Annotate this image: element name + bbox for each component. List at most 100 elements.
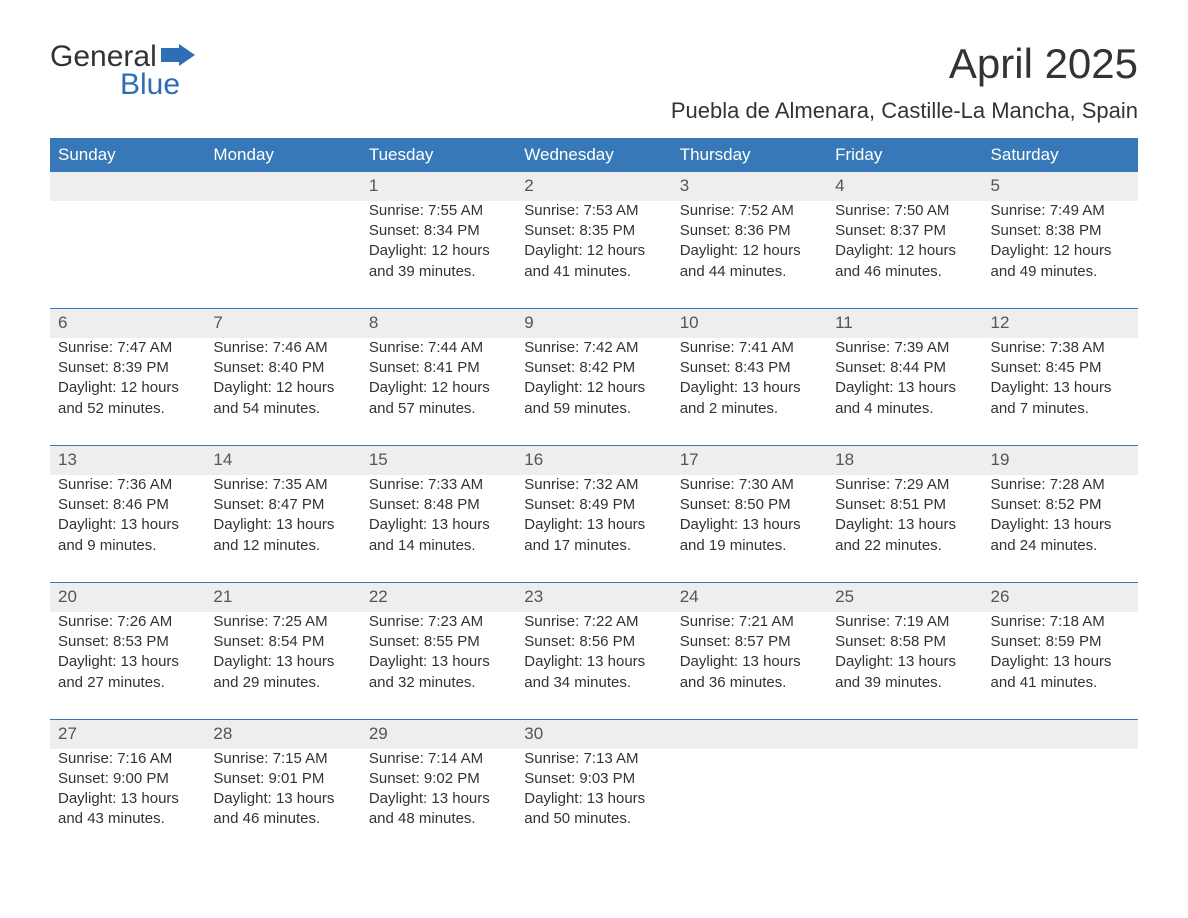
- sunrise-value: 7:52 AM: [739, 202, 794, 219]
- daylight-line: Daylight: 13 hours and 41 minutes.: [991, 652, 1130, 693]
- sunset-value: 8:53 PM: [113, 633, 169, 650]
- daylight-label: Daylight:: [524, 653, 587, 670]
- day-cell: Sunrise: 7:39 AMSunset: 8:44 PMDaylight:…: [827, 338, 982, 445]
- sunrise-label: Sunrise:: [680, 202, 739, 219]
- sunset-value: 8:52 PM: [1046, 496, 1102, 513]
- sunset-value: 8:57 PM: [735, 633, 791, 650]
- sunrise-value: 7:36 AM: [117, 476, 172, 493]
- sunset-line: Sunset: 8:58 PM: [835, 632, 974, 652]
- sunset-line: Sunset: 9:01 PM: [213, 769, 352, 789]
- sunrise-value: 7:15 AM: [273, 750, 328, 767]
- sunrise-value: 7:30 AM: [739, 476, 794, 493]
- sunset-label: Sunset:: [524, 633, 579, 650]
- sunrise-line: Sunrise: 7:39 AM: [835, 338, 974, 358]
- page-subtitle: Puebla de Almenara, Castille-La Mancha, …: [671, 98, 1138, 124]
- day-number: 20: [50, 583, 205, 612]
- day-number: 15: [361, 446, 516, 475]
- day-number: 4: [827, 172, 982, 201]
- sunrise-label: Sunrise:: [58, 339, 117, 356]
- day-number: [50, 172, 205, 201]
- daylight-label: Daylight:: [991, 516, 1054, 533]
- sunset-line: Sunset: 8:43 PM: [680, 358, 819, 378]
- sunrise-value: 7:42 AM: [583, 339, 638, 356]
- day-cell: Sunrise: 7:55 AMSunset: 8:34 PMDaylight:…: [361, 201, 516, 308]
- day-cell: Sunrise: 7:44 AMSunset: 8:41 PMDaylight:…: [361, 338, 516, 445]
- day-number: 10: [672, 309, 827, 338]
- day-cell: Sunrise: 7:50 AMSunset: 8:37 PMDaylight:…: [827, 201, 982, 308]
- day-cell: Sunrise: 7:19 AMSunset: 8:58 PMDaylight:…: [827, 612, 982, 719]
- daylight-label: Daylight:: [58, 790, 121, 807]
- daylight-label: Daylight:: [835, 379, 898, 396]
- day-number: [205, 172, 360, 201]
- day-content-row: Sunrise: 7:55 AMSunset: 8:34 PMDaylight:…: [50, 201, 1138, 308]
- sunset-label: Sunset:: [991, 222, 1046, 239]
- sunset-line: Sunset: 8:38 PM: [991, 221, 1130, 241]
- day-number: 3: [672, 172, 827, 201]
- sunset-value: 8:50 PM: [735, 496, 791, 513]
- sunrise-label: Sunrise:: [524, 613, 583, 630]
- sunrise-label: Sunrise:: [58, 476, 117, 493]
- sunrise-line: Sunrise: 7:19 AM: [835, 612, 974, 632]
- sunset-value: 8:40 PM: [268, 359, 324, 376]
- sunset-label: Sunset:: [58, 359, 113, 376]
- daylight-line: Daylight: 12 hours and 49 minutes.: [991, 241, 1130, 282]
- sunrise-label: Sunrise:: [524, 750, 583, 767]
- sunset-line: Sunset: 8:48 PM: [369, 495, 508, 515]
- sunrise-value: 7:18 AM: [1050, 613, 1105, 630]
- header: General Blue April 2025 Puebla de Almena…: [50, 40, 1138, 124]
- day-cell: Sunrise: 7:49 AMSunset: 8:38 PMDaylight:…: [983, 201, 1138, 308]
- daylight-line: Daylight: 13 hours and 50 minutes.: [524, 789, 663, 830]
- sunrise-line: Sunrise: 7:14 AM: [369, 749, 508, 769]
- sunrise-label: Sunrise:: [991, 476, 1050, 493]
- sunset-value: 8:47 PM: [268, 496, 324, 513]
- day-number: 17: [672, 446, 827, 475]
- sunset-line: Sunset: 8:35 PM: [524, 221, 663, 241]
- sunrise-line: Sunrise: 7:18 AM: [991, 612, 1130, 632]
- sunrise-value: 7:38 AM: [1050, 339, 1105, 356]
- day-cell: Sunrise: 7:23 AMSunset: 8:55 PMDaylight:…: [361, 612, 516, 719]
- sunrise-label: Sunrise:: [369, 750, 428, 767]
- daylight-line: Daylight: 13 hours and 27 minutes.: [58, 652, 197, 693]
- daylight-label: Daylight:: [680, 653, 743, 670]
- daylight-label: Daylight:: [58, 653, 121, 670]
- day-header: Thursday: [672, 138, 827, 172]
- sunset-value: 8:56 PM: [579, 633, 635, 650]
- title-block: April 2025 Puebla de Almenara, Castille-…: [671, 40, 1138, 124]
- daylight-line: Daylight: 13 hours and 12 minutes.: [213, 515, 352, 556]
- sunset-label: Sunset:: [524, 359, 579, 376]
- day-number: 27: [50, 720, 205, 749]
- sunrise-line: Sunrise: 7:44 AM: [369, 338, 508, 358]
- daylight-label: Daylight:: [213, 379, 276, 396]
- sunrise-line: Sunrise: 7:35 AM: [213, 475, 352, 495]
- sunset-line: Sunset: 8:50 PM: [680, 495, 819, 515]
- day-cell: Sunrise: 7:15 AMSunset: 9:01 PMDaylight:…: [205, 749, 360, 856]
- daylight-line: Daylight: 13 hours and 19 minutes.: [680, 515, 819, 556]
- sunrise-line: Sunrise: 7:50 AM: [835, 201, 974, 221]
- sunset-value: 8:43 PM: [735, 359, 791, 376]
- sunrise-line: Sunrise: 7:52 AM: [680, 201, 819, 221]
- sunrise-value: 7:28 AM: [1050, 476, 1105, 493]
- sunset-line: Sunset: 8:57 PM: [680, 632, 819, 652]
- sunrise-line: Sunrise: 7:30 AM: [680, 475, 819, 495]
- sunrise-value: 7:33 AM: [428, 476, 483, 493]
- day-number: 5: [983, 172, 1138, 201]
- sunrise-line: Sunrise: 7:41 AM: [680, 338, 819, 358]
- daylight-line: Daylight: 13 hours and 2 minutes.: [680, 378, 819, 419]
- day-header: Wednesday: [516, 138, 671, 172]
- sunset-label: Sunset:: [213, 770, 268, 787]
- sunset-label: Sunset:: [680, 633, 735, 650]
- day-cell: Sunrise: 7:33 AMSunset: 8:48 PMDaylight:…: [361, 475, 516, 582]
- sunrise-label: Sunrise:: [991, 202, 1050, 219]
- sunset-line: Sunset: 8:46 PM: [58, 495, 197, 515]
- day-number: 29: [361, 720, 516, 749]
- daylight-label: Daylight:: [524, 516, 587, 533]
- day-cell: Sunrise: 7:18 AMSunset: 8:59 PMDaylight:…: [983, 612, 1138, 719]
- sunset-label: Sunset:: [369, 359, 424, 376]
- daylight-line: Daylight: 12 hours and 57 minutes.: [369, 378, 508, 419]
- sunrise-label: Sunrise:: [369, 202, 428, 219]
- sunrise-value: 7:13 AM: [583, 750, 638, 767]
- sunrise-line: Sunrise: 7:23 AM: [369, 612, 508, 632]
- daylight-label: Daylight:: [58, 516, 121, 533]
- sunset-label: Sunset:: [369, 770, 424, 787]
- day-cell: Sunrise: 7:25 AMSunset: 8:54 PMDaylight:…: [205, 612, 360, 719]
